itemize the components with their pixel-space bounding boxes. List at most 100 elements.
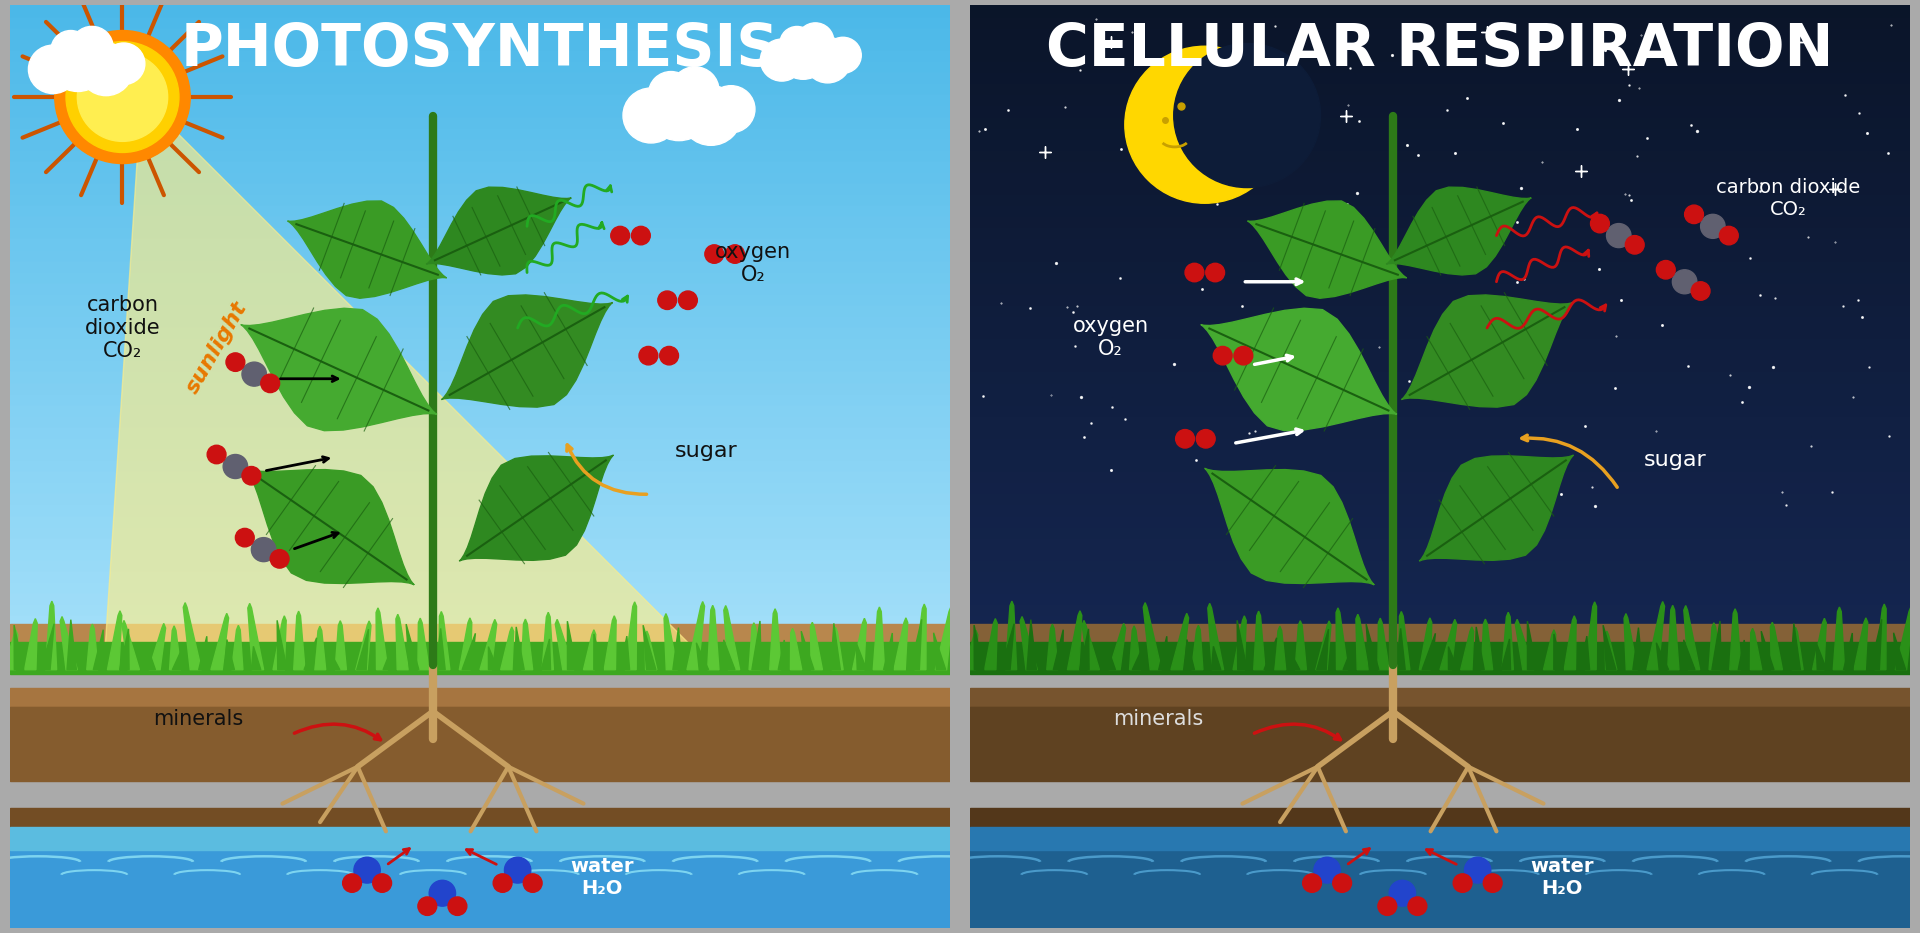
Text: minerals: minerals — [1112, 709, 1204, 729]
Text: carbon
dioxide
CO₂: carbon dioxide CO₂ — [84, 295, 159, 361]
Bar — [10, 92, 950, 104]
Polygon shape — [1584, 602, 1597, 670]
Bar — [10, 126, 950, 138]
Text: water
H₂O: water H₂O — [570, 857, 634, 898]
Circle shape — [660, 346, 678, 365]
Polygon shape — [1133, 645, 1144, 670]
Circle shape — [705, 244, 724, 263]
Bar — [10, 425, 950, 437]
Bar — [970, 247, 1910, 259]
Circle shape — [77, 52, 167, 142]
Polygon shape — [294, 611, 305, 670]
Polygon shape — [357, 629, 369, 670]
Polygon shape — [1396, 629, 1405, 670]
Bar — [970, 524, 1910, 536]
Polygon shape — [1893, 633, 1907, 670]
Polygon shape — [326, 646, 340, 670]
Polygon shape — [108, 611, 121, 670]
Polygon shape — [753, 621, 762, 670]
Polygon shape — [1367, 624, 1379, 670]
Bar — [10, 836, 950, 928]
Bar — [970, 147, 1910, 160]
Bar — [970, 203, 1910, 216]
Circle shape — [1465, 857, 1490, 883]
Bar — [10, 381, 950, 393]
Circle shape — [1657, 260, 1674, 279]
Circle shape — [493, 874, 513, 892]
Bar — [10, 59, 950, 71]
Bar — [970, 192, 1910, 204]
Bar — [10, 436, 950, 448]
Polygon shape — [426, 188, 572, 275]
Bar — [10, 513, 950, 525]
Bar — [970, 569, 1910, 581]
Bar — [970, 580, 1910, 592]
Bar — [10, 70, 950, 82]
Circle shape — [430, 881, 455, 906]
Bar — [970, 480, 1910, 493]
Bar — [10, 469, 950, 481]
Bar — [10, 492, 950, 504]
Bar — [10, 258, 950, 271]
Polygon shape — [724, 640, 735, 670]
Circle shape — [639, 346, 659, 365]
Bar — [970, 159, 1910, 171]
Polygon shape — [1544, 630, 1555, 670]
Circle shape — [223, 454, 248, 479]
Bar — [970, 403, 1910, 415]
Bar — [970, 26, 1910, 38]
Bar — [10, 159, 950, 171]
Polygon shape — [541, 612, 553, 670]
Text: CELLULAR RESPIRATION: CELLULAR RESPIRATION — [1046, 21, 1834, 78]
Circle shape — [707, 86, 755, 132]
Bar — [970, 689, 1910, 716]
Bar — [970, 126, 1910, 138]
Bar — [970, 624, 1910, 636]
Bar — [10, 569, 950, 581]
Polygon shape — [288, 201, 447, 299]
Bar — [10, 392, 950, 404]
Bar — [970, 536, 1910, 548]
Polygon shape — [419, 619, 430, 670]
Polygon shape — [1171, 613, 1188, 670]
Polygon shape — [104, 97, 714, 670]
Bar — [10, 303, 950, 315]
Polygon shape — [910, 620, 922, 670]
Polygon shape — [1129, 626, 1140, 670]
Circle shape — [29, 45, 79, 93]
Bar — [970, 358, 1910, 370]
Text: minerals: minerals — [152, 709, 244, 729]
Polygon shape — [935, 606, 952, 670]
Circle shape — [242, 466, 261, 485]
Circle shape — [645, 75, 712, 141]
Polygon shape — [86, 624, 98, 670]
Bar — [970, 215, 1910, 227]
Polygon shape — [273, 616, 286, 670]
Bar — [970, 827, 1910, 850]
Polygon shape — [1709, 623, 1720, 670]
Bar — [970, 447, 1910, 459]
Circle shape — [102, 43, 144, 85]
Polygon shape — [620, 636, 630, 670]
Polygon shape — [25, 619, 36, 670]
Circle shape — [1175, 429, 1194, 448]
Bar — [970, 181, 1910, 193]
Polygon shape — [1684, 606, 1699, 670]
Bar — [10, 580, 950, 592]
Bar — [10, 458, 950, 470]
Polygon shape — [770, 608, 781, 670]
Polygon shape — [605, 616, 616, 670]
Circle shape — [1235, 346, 1252, 365]
Circle shape — [71, 26, 113, 68]
Polygon shape — [568, 621, 576, 670]
Bar — [10, 808, 950, 855]
Polygon shape — [1461, 627, 1475, 670]
Polygon shape — [749, 623, 760, 670]
Polygon shape — [1730, 608, 1741, 670]
Bar — [10, 147, 950, 160]
Bar — [970, 303, 1910, 315]
Circle shape — [372, 874, 392, 892]
Circle shape — [1379, 897, 1396, 915]
Circle shape — [1672, 270, 1697, 294]
Polygon shape — [1275, 626, 1286, 670]
